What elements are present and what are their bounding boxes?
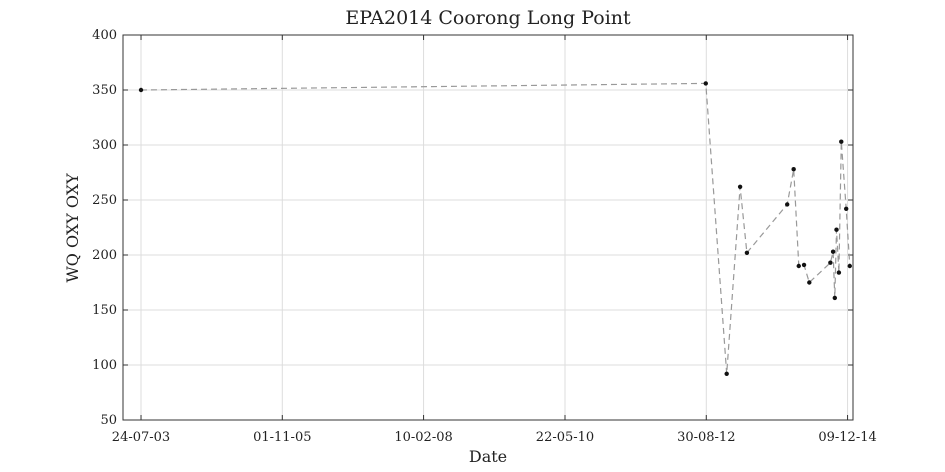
- y-axis-label: WQ OXY OXY: [63, 173, 82, 283]
- y-tick-label: 250: [92, 193, 117, 208]
- data-point: [836, 270, 842, 275]
- data-point: [737, 184, 743, 189]
- data-point: [828, 260, 833, 265]
- y-tick-label: 100: [92, 358, 117, 373]
- data-point: [830, 249, 836, 254]
- data-point: [791, 167, 796, 172]
- data-point: [796, 263, 801, 269]
- x-tick-label: 10-02-08: [394, 430, 452, 445]
- x-tick-label: 01-11-05: [253, 430, 311, 445]
- x-tick-label: 09-12-14: [818, 430, 876, 445]
- y-tick-label: 400: [92, 28, 117, 43]
- data-point: [807, 280, 812, 285]
- data-point: [832, 295, 838, 301]
- x-axis-label: Date: [469, 447, 507, 466]
- chart-title: EPA2014 Coorong Long Point: [345, 7, 631, 29]
- data-point: [843, 206, 849, 211]
- plot-area-frame: [122, 34, 854, 421]
- y-tick-label: 50: [100, 413, 117, 428]
- data-point: [834, 227, 839, 232]
- y-tick-label: 200: [92, 248, 117, 263]
- y-tick-label: 350: [92, 83, 117, 98]
- series-line: [140, 82, 851, 374]
- data-point: [847, 263, 852, 269]
- data-point: [785, 202, 790, 207]
- x-tick-label: 30-08-12: [677, 430, 735, 445]
- data-point: [801, 262, 807, 268]
- y-axis-ticks: 50 100 150 200 250 300 350 400: [92, 28, 853, 428]
- data-point: [138, 87, 144, 93]
- y-tick-label: 300: [92, 138, 117, 153]
- data-point: [744, 250, 750, 255]
- data-point: [724, 371, 729, 376]
- data-points: [138, 81, 852, 376]
- data-point: [839, 139, 844, 144]
- x-axis-ticks: 24-07-03 01-11-05 10-02-08 22-05-10 30-08-12…: [112, 35, 877, 445]
- x-tick-label: 24-07-03: [112, 430, 170, 445]
- y-tick-label: 150: [92, 303, 117, 318]
- x-tick-label: 22-05-10: [536, 430, 594, 445]
- data-point: [703, 81, 708, 86]
